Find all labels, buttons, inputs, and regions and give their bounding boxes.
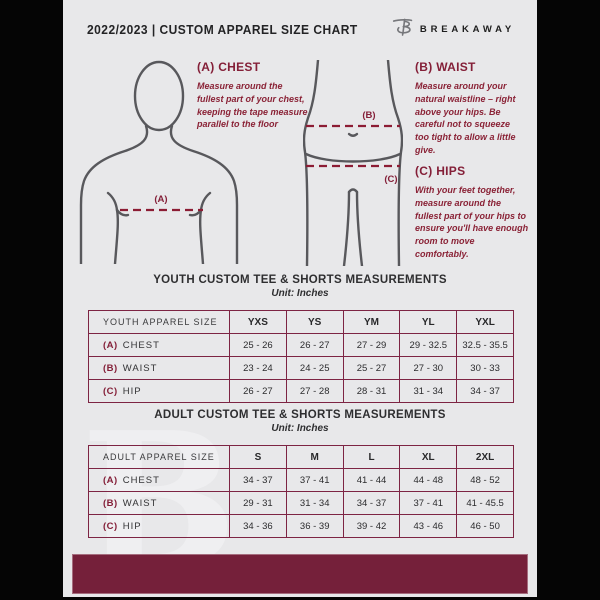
- table-cell: 37 - 41: [399, 491, 457, 514]
- youth-hip-row-label: (C) HIP: [89, 379, 229, 402]
- youth-size-col-header: YXL: [456, 311, 513, 333]
- table-cell: 26 - 27: [285, 333, 343, 356]
- table-cell: 31 - 34: [285, 491, 343, 514]
- waist-description: Measure around your natural waistline – …: [415, 81, 516, 155]
- figure-navel-mark: [347, 132, 359, 137]
- figure-right-hip-leg: [386, 60, 403, 266]
- table-cell: 32.5 - 35.5: [456, 333, 513, 356]
- adult-size-col-header: XL: [399, 446, 456, 468]
- table-cell: 23 - 24: [229, 356, 286, 379]
- figure-head-outline: [133, 60, 185, 132]
- youth-size-col-header: YXS: [229, 311, 286, 333]
- brand-name: BREAKAWAY: [419, 24, 515, 35]
- adult-table-title: ADULT CUSTOM TEE & SHORTS MEASUREMENTS: [154, 409, 446, 421]
- chest-marker-label: (A): [154, 194, 167, 205]
- table-cell: 26 - 27: [229, 379, 286, 402]
- youth-size-table: YOUTH APPAREL SIZE YXS YS YM YL YXL (A) C…: [88, 310, 514, 403]
- table-cell: 41 - 45.5: [456, 491, 513, 514]
- adult-size-col-header: M: [285, 446, 343, 468]
- adult-size-col-header: S: [229, 446, 286, 468]
- youth-size-col-header: YL: [399, 311, 456, 333]
- hips-description: With your feet together, measure around …: [415, 185, 529, 259]
- table-cell: 31 - 34: [399, 379, 457, 402]
- waist-marker-label: (B): [362, 110, 375, 121]
- table-cell: 34 - 37: [342, 491, 400, 514]
- adult-table-unit: Unit: Inches: [271, 423, 329, 434]
- table-cell: 39 - 42: [342, 514, 400, 537]
- hips-heading: (C) HIPS: [415, 164, 466, 178]
- youth-size-col-header: YS: [285, 311, 343, 333]
- table-cell: 27 - 28: [285, 379, 343, 402]
- youth-table-unit: Unit: Inches: [271, 288, 329, 299]
- table-cell: 25 - 26: [229, 333, 286, 356]
- figure-left-shoulder-arm: [79, 124, 149, 264]
- breakaway-b-logo-icon: [392, 16, 414, 43]
- table-cell: 44 - 48: [399, 468, 457, 491]
- adult-size-axis-header: ADULT APPAREL SIZE: [103, 452, 215, 462]
- table-cell: 29 - 31: [229, 491, 286, 514]
- footer-bar: [72, 554, 528, 594]
- adult-waist-row-label: (B) WAIST: [89, 491, 229, 514]
- table-cell: 25 - 27: [342, 356, 400, 379]
- youth-waist-row-label: (B) WAIST: [89, 356, 229, 379]
- adult-hip-row-label: (C) HIP: [89, 514, 229, 537]
- adult-chest-row-label: (A) CHEST: [89, 468, 229, 491]
- adult-size-col-header: 2XL: [456, 446, 513, 468]
- table-cell: 48 - 52: [456, 468, 513, 491]
- table-cell: 29 - 32.5: [399, 333, 457, 356]
- figure-right-inner-arm: [198, 191, 212, 264]
- adult-size-table: ADULT APPAREL SIZE S M L XL 2XL (A) CHEST…: [88, 445, 514, 538]
- table-cell: 28 - 31: [342, 379, 400, 402]
- figure-right-inner-leg: [355, 190, 364, 266]
- youth-size-axis-header: YOUTH APPAREL SIZE: [103, 317, 218, 327]
- figure-right-shoulder-arm: [169, 124, 239, 264]
- table-cell: 27 - 29: [342, 333, 400, 356]
- document-header: 2022/2023 | CUSTOM APPAREL SIZE CHART BR…: [87, 16, 515, 43]
- figure-hip-curve: [304, 152, 402, 163]
- chest-description: Measure around the fullest part of your …: [197, 81, 308, 130]
- figure-left-inner-arm: [106, 191, 120, 264]
- table-cell: 43 - 46: [399, 514, 457, 537]
- table-cell: 41 - 44: [342, 468, 400, 491]
- page-title: 2022/2023 | CUSTOM APPAREL SIZE CHART: [87, 22, 358, 37]
- youth-table-title: YOUTH CUSTOM TEE & SHORTS MEASUREMENTS: [153, 274, 447, 286]
- hips-marker-label: (C): [384, 174, 397, 185]
- adult-size-col-header: L: [342, 446, 400, 468]
- lower-body-figure: (B) (C): [303, 60, 403, 266]
- table-cell: 37 - 41: [285, 468, 343, 491]
- size-chart-document: 2022/2023 | CUSTOM APPAREL SIZE CHART BR…: [63, 0, 537, 597]
- upper-body-figure: (A): [79, 60, 239, 264]
- table-cell: 24 - 25: [285, 356, 343, 379]
- figure-crotch-arc: [347, 188, 359, 194]
- table-cell: 36 - 39: [285, 514, 343, 537]
- chest-heading: (A) CHEST: [197, 60, 261, 74]
- youth-chest-row-label: (A) CHEST: [89, 333, 229, 356]
- figure-left-inner-leg: [342, 190, 351, 266]
- table-cell: 46 - 50: [456, 514, 513, 537]
- table-cell: 30 - 33: [456, 356, 513, 379]
- figure-left-armpit: [115, 208, 130, 217]
- figure-left-hip-leg: [303, 60, 320, 266]
- table-cell: 27 - 30: [399, 356, 457, 379]
- table-cell: 34 - 36: [229, 514, 286, 537]
- youth-size-col-header: YM: [342, 311, 400, 333]
- brand-lockup: BREAKAWAY: [392, 16, 515, 43]
- table-cell: 34 - 37: [456, 379, 513, 402]
- waist-heading: (B) WAIST: [415, 60, 476, 74]
- table-cell: 34 - 37: [229, 468, 286, 491]
